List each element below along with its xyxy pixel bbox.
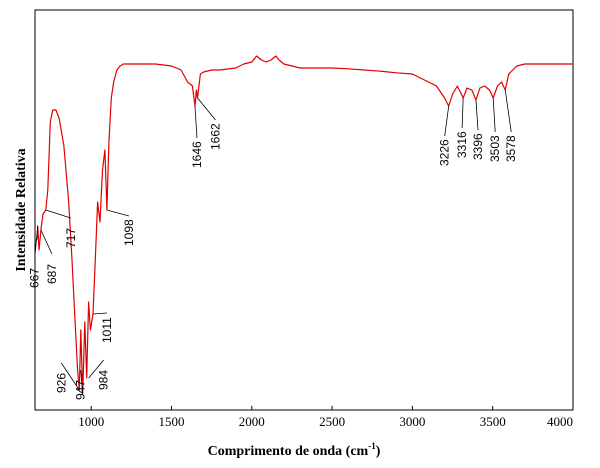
peak-label: 687 [45,264,59,284]
peak-label: 3226 [438,139,452,166]
x-axis-label: Comprimento de onda (cm-1) [208,441,381,459]
x-axis-label-close: ) [376,444,381,459]
x-axis-label-main: Comprimento de onda (cm [208,444,369,459]
peak-label: 3503 [488,135,502,162]
x-tick-label: 3000 [399,414,425,429]
x-tick-label: 1500 [159,414,185,429]
peak-leader-line [92,312,108,315]
x-tick-label: 2000 [239,414,265,429]
peak-leader-line [88,359,104,379]
peak-label: 1646 [190,141,204,168]
peak-leader-line [197,97,216,121]
peak-label: 1011 [100,317,114,343]
peak-leader-line [492,97,496,133]
x-axis-label-superscript: -1 [368,441,376,451]
x-tick-label: 3500 [480,414,506,429]
peak-leader-line [461,97,464,129]
peak-label: 984 [97,370,111,390]
peak-label: 3578 [504,135,518,162]
x-tick-label: 2500 [319,414,345,429]
peak-label: 3396 [471,133,485,160]
peak-label: 926 [54,373,68,393]
peak-leader-line [475,99,479,131]
peak-leader-line [504,89,512,133]
peak-label: 1098 [122,219,136,246]
peak-leader-line [444,105,450,137]
peak-label: 947 [74,380,88,400]
peak-leader-line [106,209,130,217]
peak-leader-line [45,209,71,219]
spectrum-line [34,55,573,395]
spectrum-series [34,55,573,395]
plot-frame [34,9,574,411]
x-axis-ticks: 1000 1500 2000 2500 3000 3500 4000 [78,406,574,429]
peak-leader-line [40,229,53,255]
peak-leader-line [60,362,80,391]
peak-leader-line [194,105,198,139]
peak-label: 3316 [455,131,469,158]
y-axis-label: Intensidade Relativa [14,148,29,271]
peak-label: 1662 [209,123,223,150]
peak-leader-line [80,369,84,395]
peak-label: 667 [28,268,42,288]
peak-leader-line [34,225,39,259]
x-tick-label: 4000 [547,414,573,429]
peak-label: 717 [64,228,78,248]
x-tick-label: 1000 [78,414,104,429]
